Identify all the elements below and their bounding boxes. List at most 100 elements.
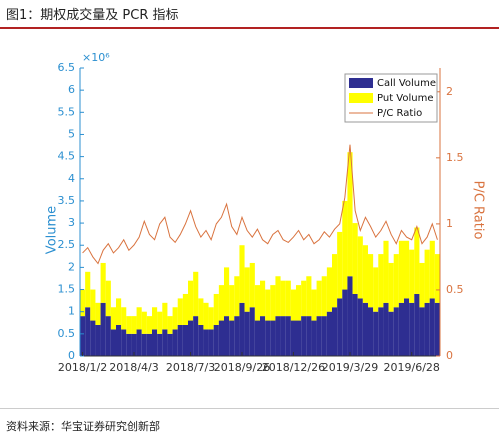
- bar-segment: [213, 324, 219, 356]
- x-tick-label: 2019/6/28: [384, 361, 440, 374]
- bar-segment: [105, 280, 111, 317]
- bar-segment: [229, 320, 235, 356]
- bar-segment: [167, 333, 173, 356]
- bar-segment: [239, 245, 245, 303]
- bar-segment: [373, 267, 379, 312]
- bar-segment: [378, 307, 384, 356]
- bar-segment: [409, 249, 415, 303]
- bar-segment: [296, 285, 302, 321]
- y-tick-label: 5: [68, 127, 75, 140]
- bar-segment: [275, 316, 281, 356]
- bar-segment: [404, 240, 410, 299]
- bar-segment: [157, 333, 163, 356]
- bar-segment: [265, 289, 271, 321]
- bar-segment: [188, 280, 194, 321]
- bar-segment: [434, 254, 440, 303]
- y-tick-label: 1: [68, 305, 75, 318]
- bar-segment: [280, 280, 286, 317]
- y-tick-label: 1.5: [58, 283, 76, 296]
- y-tick-label: 6: [68, 83, 75, 96]
- x-tick-label: 2018/9/26: [214, 361, 270, 374]
- bar-segment: [393, 254, 399, 308]
- bar-segment: [162, 302, 168, 330]
- bar-segment: [419, 262, 425, 308]
- bar-segment: [419, 307, 425, 356]
- bar-segment: [152, 329, 158, 356]
- bar-segment: [301, 280, 307, 317]
- bar-segment: [136, 307, 142, 330]
- bar-segment: [172, 329, 178, 356]
- bar-segment: [311, 289, 317, 321]
- legend-swatch: [349, 93, 373, 103]
- bar-segment: [249, 262, 255, 308]
- bar-segment: [90, 320, 96, 356]
- bar-segment: [224, 267, 230, 317]
- bar-segment: [198, 298, 204, 325]
- bar-segment: [260, 316, 266, 356]
- bar-segment: [368, 254, 374, 308]
- bar-segment: [332, 254, 338, 308]
- y2-axis-label: P/C Ratio: [471, 181, 486, 240]
- bar-segment: [393, 307, 399, 356]
- bar-segment: [100, 262, 106, 303]
- bar-segment: [337, 231, 343, 299]
- bar-segment: [193, 271, 199, 317]
- bar-segment: [347, 152, 353, 277]
- bar-segment: [198, 324, 204, 356]
- bar-segment: [368, 307, 374, 356]
- bar-segment: [131, 316, 137, 334]
- bar-segment: [95, 302, 101, 325]
- source-note: 资料来源：华宝证券研究创新部: [6, 420, 160, 433]
- figure-title: 图1：期权成交量及 PCR 指标: [6, 8, 179, 23]
- bar-segment: [172, 307, 178, 330]
- bar-segment: [398, 302, 404, 356]
- y-tick-label: 4.5: [58, 150, 76, 163]
- x-tick-label: 2018/7/3: [166, 361, 215, 374]
- bar-segment: [398, 240, 404, 303]
- bar-segment: [100, 302, 106, 356]
- bar-segment: [126, 333, 132, 356]
- bar-segment: [404, 298, 410, 356]
- bar-segment: [357, 298, 363, 356]
- legend-label: Call Volume: [377, 78, 436, 89]
- bar-segment: [167, 316, 173, 334]
- bar-segment: [110, 307, 116, 330]
- chart: Volume P/C Ratio ×10⁶ 0 0.5 1 1.5 2 2.5 3 3.5 4 4…: [45, 51, 486, 374]
- bar-segment: [362, 302, 368, 356]
- bar-segment: [357, 236, 363, 299]
- bar-segment: [342, 289, 348, 356]
- y-tick-label: 0.5: [58, 327, 76, 340]
- bar-segment: [280, 316, 286, 356]
- bar-segment: [136, 329, 142, 356]
- bar-segment: [90, 289, 96, 321]
- bar-segment: [234, 276, 240, 317]
- bar-segment: [254, 285, 260, 321]
- bar-segment: [80, 289, 86, 317]
- bar-segment: [285, 316, 291, 356]
- bar-segment: [332, 307, 338, 356]
- bar-segment: [275, 276, 281, 317]
- bar-segment: [296, 320, 302, 356]
- bar-segment: [260, 280, 266, 317]
- bar-segment: [182, 293, 188, 325]
- bar-segment: [224, 316, 230, 356]
- bar-segment: [409, 302, 415, 356]
- bar-segment: [239, 302, 245, 356]
- bar-segment: [146, 333, 152, 356]
- bar-segment: [85, 307, 91, 356]
- bar-segment: [203, 329, 209, 356]
- legend-swatch: [349, 78, 373, 88]
- y2-tick-label: 0.5: [446, 283, 464, 296]
- bar-segment: [373, 311, 379, 356]
- bar-segment: [424, 249, 430, 303]
- bar-segment: [218, 320, 224, 356]
- bar-segment: [383, 302, 389, 356]
- bar-segment: [270, 285, 276, 321]
- bar-segment: [290, 289, 296, 321]
- bar-segment: [141, 311, 147, 334]
- bar-segment: [326, 267, 332, 312]
- bar-segment: [116, 324, 122, 356]
- bar-segment: [321, 316, 327, 356]
- bar-segment: [388, 311, 394, 356]
- bar-segment: [316, 316, 322, 356]
